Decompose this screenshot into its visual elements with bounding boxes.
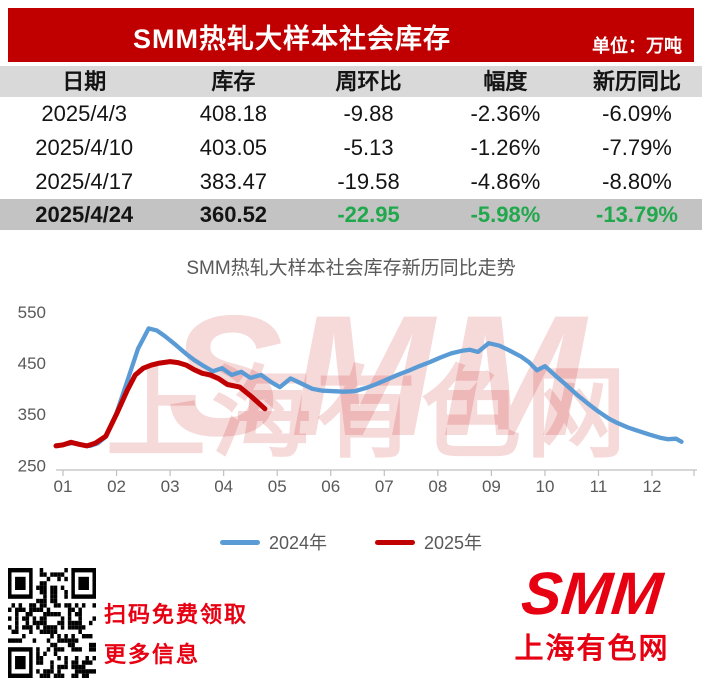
- table-header-row: 日期 库存 周环比 幅度 新历同比: [0, 66, 702, 97]
- cell-date: 2025/4/10: [35, 135, 134, 160]
- col-header-date: 日期: [62, 69, 107, 94]
- smm-logo-text: SMM: [518, 560, 666, 627]
- svg-text:02: 02: [107, 477, 126, 496]
- svg-text:450: 450: [18, 354, 46, 373]
- cell-wow: -19.58: [337, 169, 400, 194]
- cell-yoy: -7.79%: [602, 135, 672, 160]
- cell-pct: -1.26%: [470, 135, 541, 160]
- cell-wow: -22.95: [337, 202, 400, 227]
- cell-date: 2025/4/17: [35, 169, 134, 194]
- svg-text:250: 250: [18, 456, 46, 475]
- page-title: SMM热轧大样本社会库存: [133, 24, 451, 54]
- table-row: 2025/4/3 408.18 -9.88 -2.36% -6.09%: [0, 97, 702, 131]
- cell-pct: -5.98%: [470, 202, 541, 227]
- watermark-company: 上海有色网: [106, 358, 631, 470]
- legend-swatch-2024-icon: [219, 539, 260, 545]
- legend-item-2024: 2024年: [219, 529, 327, 555]
- chart-title: SMM热轧大样本社会库存新历同比走势: [186, 258, 516, 279]
- chart-legend: 2024年 2025年: [0, 529, 702, 555]
- svg-text:03: 03: [161, 477, 180, 496]
- title-banner: SMM热轧大样本社会库存 单位：万吨: [8, 8, 694, 62]
- svg-text:12: 12: [643, 477, 662, 496]
- legend-swatch-2025-icon: [375, 539, 415, 545]
- watermark-smm: SMM: [168, 280, 594, 472]
- svg-text:08: 08: [428, 477, 447, 496]
- svg-text:01: 01: [54, 477, 73, 496]
- svg-text:10: 10: [535, 477, 554, 496]
- table-row: 2025/4/17 383.47 -19.58 -4.86% -8.80%: [0, 165, 702, 199]
- cell-inventory: 408.18: [199, 101, 268, 126]
- table-row-highlighted: 2025/4/24 360.52 -22.95 -5.98% -13.79%: [0, 199, 702, 230]
- col-header-inventory: 库存: [211, 69, 256, 94]
- cell-wow: -5.13: [343, 135, 394, 160]
- cell-date: 2025/4/24: [35, 202, 134, 227]
- svg-text:350: 350: [18, 405, 46, 424]
- cell-pct: -2.36%: [470, 101, 541, 126]
- unit-label: 单位：万吨: [592, 36, 682, 56]
- cell-date: 2025/4/3: [41, 101, 128, 126]
- line-chart: 01 02 03 04 05 06 07 08 09 10 11 12 550 450 350 250: [18, 303, 697, 496]
- qr-code-icon: [8, 568, 96, 678]
- svg-text:04: 04: [214, 477, 233, 496]
- svg-text:05: 05: [268, 477, 287, 496]
- col-header-pct: 幅度: [483, 69, 528, 94]
- cell-yoy: -8.80%: [602, 169, 672, 194]
- legend-label-2024: 2024年: [268, 533, 327, 553]
- col-header-yoy: 新历同比: [593, 69, 682, 94]
- qr-caption-line2: 更多信息: [104, 642, 201, 667]
- cell-yoy: -13.79%: [596, 202, 678, 227]
- cell-pct: -4.86%: [470, 169, 541, 194]
- legend-label-2025: 2025年: [424, 533, 483, 553]
- col-header-wow: 周环比: [335, 69, 402, 94]
- legend-item-2025: 2025年: [375, 529, 482, 555]
- svg-text:07: 07: [375, 477, 394, 496]
- cell-wow: -9.88: [343, 101, 394, 126]
- table-row: 2025/4/10 403.05 -5.13 -1.26% -7.79%: [0, 131, 702, 165]
- cell-inventory: 403.05: [199, 135, 268, 160]
- cell-inventory: 360.52: [199, 202, 268, 227]
- qr-caption-line1: 扫码免费领取: [104, 602, 249, 627]
- svg-text:11: 11: [590, 477, 608, 496]
- cell-inventory: 383.47: [199, 169, 268, 194]
- smm-logo: SMM 上海有色网: [492, 560, 692, 667]
- inventory-table: 日期 库存 周环比 幅度 新历同比 2025/4/3 408.18 -9.88 …: [0, 66, 702, 230]
- svg-text:09: 09: [482, 477, 501, 496]
- smm-logo-name: 上海有色网: [514, 633, 670, 665]
- cell-yoy: -6.09%: [602, 101, 672, 126]
- svg-text:550: 550: [18, 303, 46, 322]
- svg-text:06: 06: [321, 477, 340, 496]
